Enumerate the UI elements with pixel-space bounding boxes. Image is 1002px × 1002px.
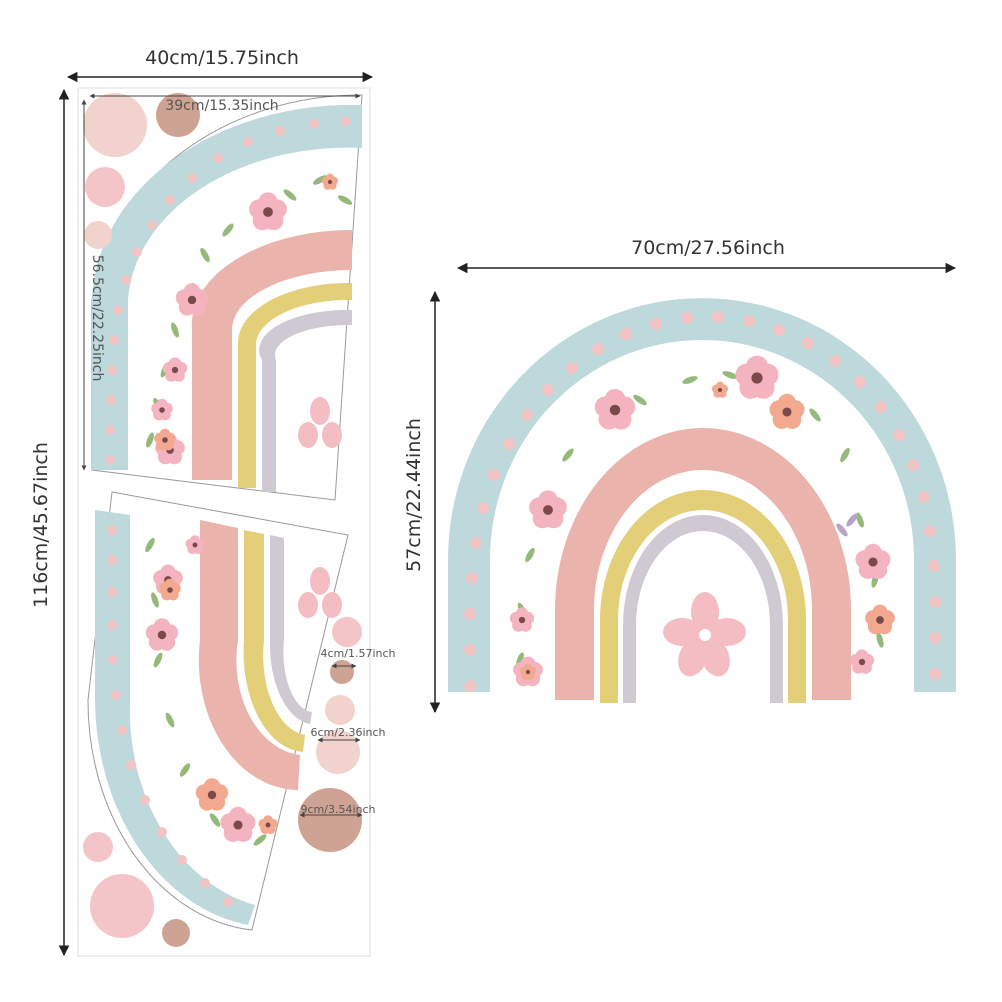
dot-medium-label: 6cm/2.36inch	[310, 726, 385, 739]
flower-icon	[663, 592, 746, 677]
bottom-piece-cutline	[87, 491, 349, 931]
dot-large-label: 9cm/3.54inch	[300, 803, 375, 816]
dot-small-label: 4cm/1.57inch	[320, 647, 395, 660]
part-width-label: 39cm/15.35inch	[165, 98, 278, 114]
sheet-width-label: 40cm/15.75inch	[145, 47, 299, 69]
assembled-rainbow: 70cm/27.56inch 57cm/22.44inch	[403, 237, 957, 714]
rainbow-height-label: 57cm/22.44inch	[403, 418, 425, 572]
top-rainbow-piece	[92, 104, 362, 492]
rainbow-dots	[464, 311, 941, 692]
rainbow-width-label: 70cm/27.56inch	[631, 237, 785, 259]
sticker-sheet: 40cm/15.75inch 116cm/45.67inch 39cm/15.3…	[30, 47, 396, 957]
bottom-rainbow-piece	[95, 510, 342, 925]
sheet-height-label: 116cm/45.67inch	[30, 442, 52, 608]
part-height-label: 56.5cm/22.25inch	[89, 255, 105, 382]
